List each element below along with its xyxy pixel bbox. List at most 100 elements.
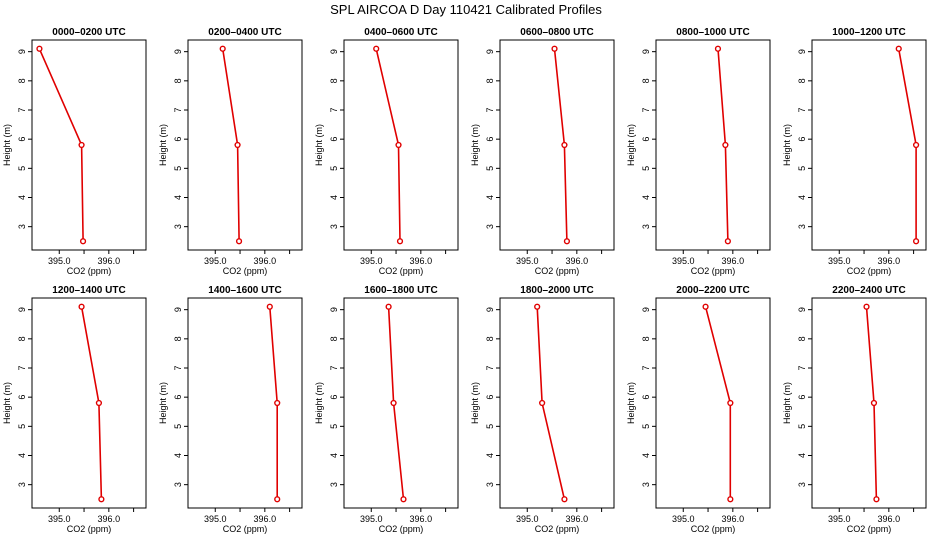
y-tick-label: 5 [485, 424, 495, 429]
y-tick-label: 5 [173, 166, 183, 171]
x-tick-label: 396.0 [878, 256, 901, 266]
profile-point [551, 45, 558, 52]
y-tick-label: 7 [17, 107, 27, 112]
y-tick-label: 7 [485, 365, 495, 370]
x-axis-label: CO2 (ppm) [847, 266, 892, 276]
y-tick-label: 3 [173, 224, 183, 229]
y-tick-label: 6 [173, 137, 183, 142]
y-tick-label: 8 [329, 336, 339, 341]
y-axis-label: Height (m) [158, 382, 168, 424]
y-tick-label: 5 [329, 424, 339, 429]
profile-point [561, 496, 568, 503]
panel-title: 2200–2400 UTC [832, 285, 905, 296]
x-tick-label: 395.0 [672, 256, 695, 266]
y-tick-label: 9 [17, 307, 27, 312]
x-tick-label: 396.0 [98, 514, 121, 524]
y-tick-label: 4 [797, 195, 807, 200]
y-tick-label: 3 [641, 224, 651, 229]
x-axis-label: CO2 (ppm) [67, 524, 112, 534]
y-tick-label: 8 [797, 78, 807, 83]
x-tick-label: 395.0 [828, 256, 851, 266]
y-tick-label: 8 [329, 78, 339, 83]
y-tick-label: 6 [797, 137, 807, 142]
y-tick-label: 6 [797, 395, 807, 400]
y-axis-label: Height (m) [626, 124, 636, 166]
plot-frame [31, 297, 147, 509]
y-tick-label: 7 [797, 107, 807, 112]
profile-point [895, 45, 902, 52]
profile-point [863, 303, 870, 310]
y-tick-label: 3 [485, 482, 495, 487]
y-tick-label: 7 [641, 365, 651, 370]
panel-title: 2000–2200 UTC [676, 285, 749, 296]
y-tick-label: 7 [17, 365, 27, 370]
profile-point [563, 238, 571, 245]
profile-point [274, 399, 281, 407]
y-tick-label: 5 [797, 166, 807, 171]
y-tick-label: 9 [485, 307, 495, 312]
x-tick-label: 396.0 [410, 256, 433, 266]
y-tick-label: 4 [173, 195, 183, 200]
x-tick-label: 395.0 [516, 514, 539, 524]
y-tick-label: 5 [17, 424, 27, 429]
y-tick-label: 8 [485, 78, 495, 83]
x-axis-label: CO2 (ppm) [223, 524, 268, 534]
y-tick-label: 5 [797, 424, 807, 429]
y-tick-label: 3 [17, 224, 27, 229]
profile-point [78, 303, 85, 310]
profile-point [714, 45, 722, 52]
panel-title: 1200–1400 UTC [52, 285, 125, 296]
profile-point [539, 399, 546, 407]
panel-title: 0600–0800 UTC [520, 27, 593, 38]
y-tick-label: 3 [17, 482, 27, 487]
plot-frame [499, 39, 615, 251]
profile-point [395, 141, 402, 149]
profile-point [727, 496, 734, 503]
plot-frame [343, 39, 459, 251]
profile-point [873, 496, 880, 503]
y-tick-label: 4 [485, 453, 495, 458]
y-tick-label: 8 [641, 336, 651, 341]
profile-line [38, 48, 84, 242]
y-tick-label: 9 [641, 49, 651, 54]
x-tick-label: 395.0 [828, 514, 851, 524]
y-tick-label: 4 [17, 453, 27, 458]
y-axis-label: Height (m) [470, 382, 480, 424]
y-tick-label: 8 [485, 336, 495, 341]
x-tick-label: 396.0 [566, 256, 589, 266]
profile-point [235, 238, 243, 245]
y-tick-label: 7 [329, 365, 339, 370]
y-tick-label: 8 [641, 78, 651, 83]
x-tick-label: 396.0 [722, 256, 745, 266]
x-tick-label: 396.0 [254, 514, 277, 524]
y-tick-label: 3 [641, 482, 651, 487]
y-tick-label: 4 [641, 195, 651, 200]
x-tick-label: 396.0 [98, 256, 121, 266]
y-tick-label: 6 [173, 395, 183, 400]
plot-frame [811, 39, 927, 251]
y-tick-label: 4 [797, 453, 807, 458]
y-tick-label: 5 [485, 166, 495, 171]
panel-title: 1000–1200 UTC [832, 27, 905, 38]
y-tick-label: 9 [641, 307, 651, 312]
y-tick-label: 4 [641, 453, 651, 458]
y-tick-label: 8 [797, 336, 807, 341]
y-axis-label: Height (m) [314, 382, 324, 424]
x-tick-label: 395.0 [360, 514, 383, 524]
y-tick-label: 4 [485, 195, 495, 200]
y-tick-label: 3 [173, 482, 183, 487]
y-tick-label: 3 [329, 482, 339, 487]
x-tick-label: 396.0 [722, 514, 745, 524]
y-tick-label: 6 [641, 137, 651, 142]
x-tick-label: 396.0 [566, 514, 589, 524]
y-tick-label: 6 [329, 395, 339, 400]
profile-point [727, 399, 734, 407]
profile-point [561, 141, 568, 149]
plot-frame [655, 297, 771, 509]
